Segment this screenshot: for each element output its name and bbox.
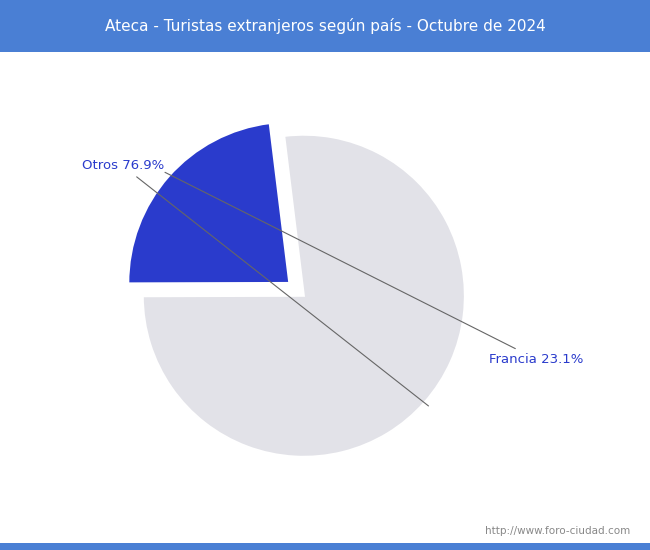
Text: http://www.foro-ciudad.com: http://www.foro-ciudad.com xyxy=(486,526,630,536)
Text: Ateca - Turistas extranjeros según país - Octubre de 2024: Ateca - Turistas extranjeros según país … xyxy=(105,18,545,34)
Wedge shape xyxy=(128,123,289,283)
Text: Francia 23.1%: Francia 23.1% xyxy=(165,172,584,366)
Text: Otros 76.9%: Otros 76.9% xyxy=(81,160,428,406)
Wedge shape xyxy=(143,135,465,457)
